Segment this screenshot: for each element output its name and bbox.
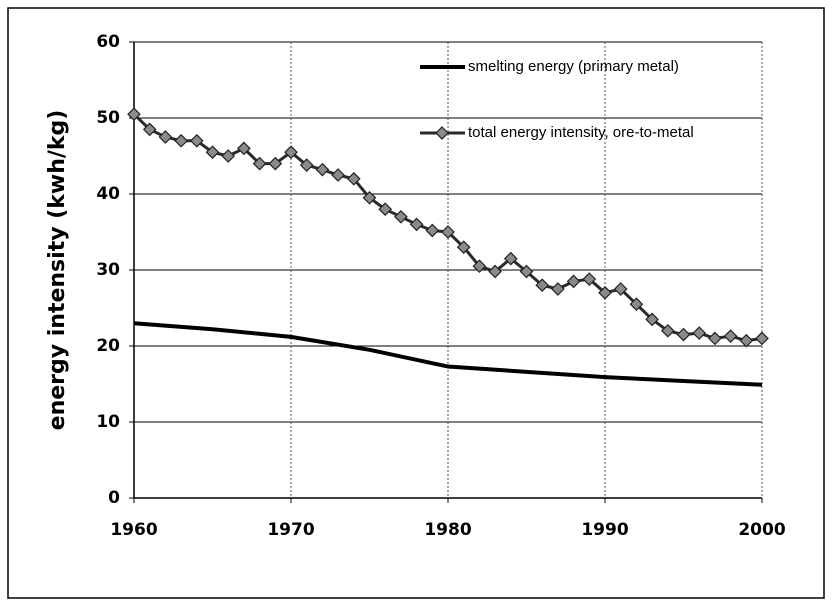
x-tick-label: 1960 xyxy=(110,520,157,540)
point-marker xyxy=(284,145,298,160)
point-marker xyxy=(394,209,408,224)
point-marker xyxy=(708,331,722,346)
y-tick-label: 20 xyxy=(96,336,120,356)
x-tick-label: 2000 xyxy=(738,520,785,540)
legend-label: smelting energy (primary metal) xyxy=(468,58,679,75)
point-marker xyxy=(739,333,754,348)
point-marker xyxy=(535,278,550,293)
x-tick-label: 1970 xyxy=(267,520,314,540)
point-marker xyxy=(692,326,707,340)
y-tick-label: 0 xyxy=(108,488,120,508)
y-axis-label: energy intensity (kwh/kg) xyxy=(45,110,70,431)
point-marker xyxy=(268,156,283,171)
point-marker xyxy=(127,107,141,122)
point-marker xyxy=(315,162,330,177)
point-marker xyxy=(503,251,518,266)
y-tick-label: 30 xyxy=(96,260,120,280)
point-marker xyxy=(598,285,612,300)
point-marker xyxy=(488,264,502,279)
point-marker xyxy=(409,217,424,232)
point-marker xyxy=(629,297,644,312)
point-marker xyxy=(346,171,361,186)
point-marker xyxy=(519,264,534,279)
point-marker xyxy=(582,272,597,286)
point-marker xyxy=(613,282,628,296)
y-tick-label: 50 xyxy=(96,108,120,128)
point-marker xyxy=(331,168,345,182)
legend-marker xyxy=(435,126,449,140)
point-marker xyxy=(221,149,236,163)
legend-label: total energy intensity, ore-to-metal xyxy=(468,124,694,141)
point-marker xyxy=(566,274,581,289)
point-marker xyxy=(551,282,565,296)
point-marker xyxy=(237,141,251,156)
point-marker xyxy=(174,133,188,148)
point-marker xyxy=(378,202,393,217)
point-marker xyxy=(158,130,173,144)
point-marker xyxy=(660,323,675,338)
point-marker xyxy=(252,156,267,171)
point-marker xyxy=(755,331,769,346)
point-marker xyxy=(676,327,691,342)
point-marker xyxy=(299,158,314,172)
point-marker xyxy=(723,329,738,343)
point-marker xyxy=(472,259,487,274)
y-tick-label: 40 xyxy=(96,184,120,204)
x-tick-label: 1980 xyxy=(424,520,471,540)
point-marker xyxy=(425,223,440,238)
point-marker xyxy=(142,122,157,137)
point-marker xyxy=(441,225,455,239)
series-line xyxy=(133,321,763,387)
point-marker xyxy=(645,312,659,327)
chart-frame xyxy=(7,7,825,599)
point-marker xyxy=(205,145,220,160)
point-marker xyxy=(362,190,377,205)
point-marker xyxy=(456,240,471,255)
point-marker xyxy=(189,133,204,148)
x-tick-label: 1990 xyxy=(581,520,628,540)
y-tick-label: 10 xyxy=(96,412,120,432)
y-tick-label: 60 xyxy=(96,32,120,52)
